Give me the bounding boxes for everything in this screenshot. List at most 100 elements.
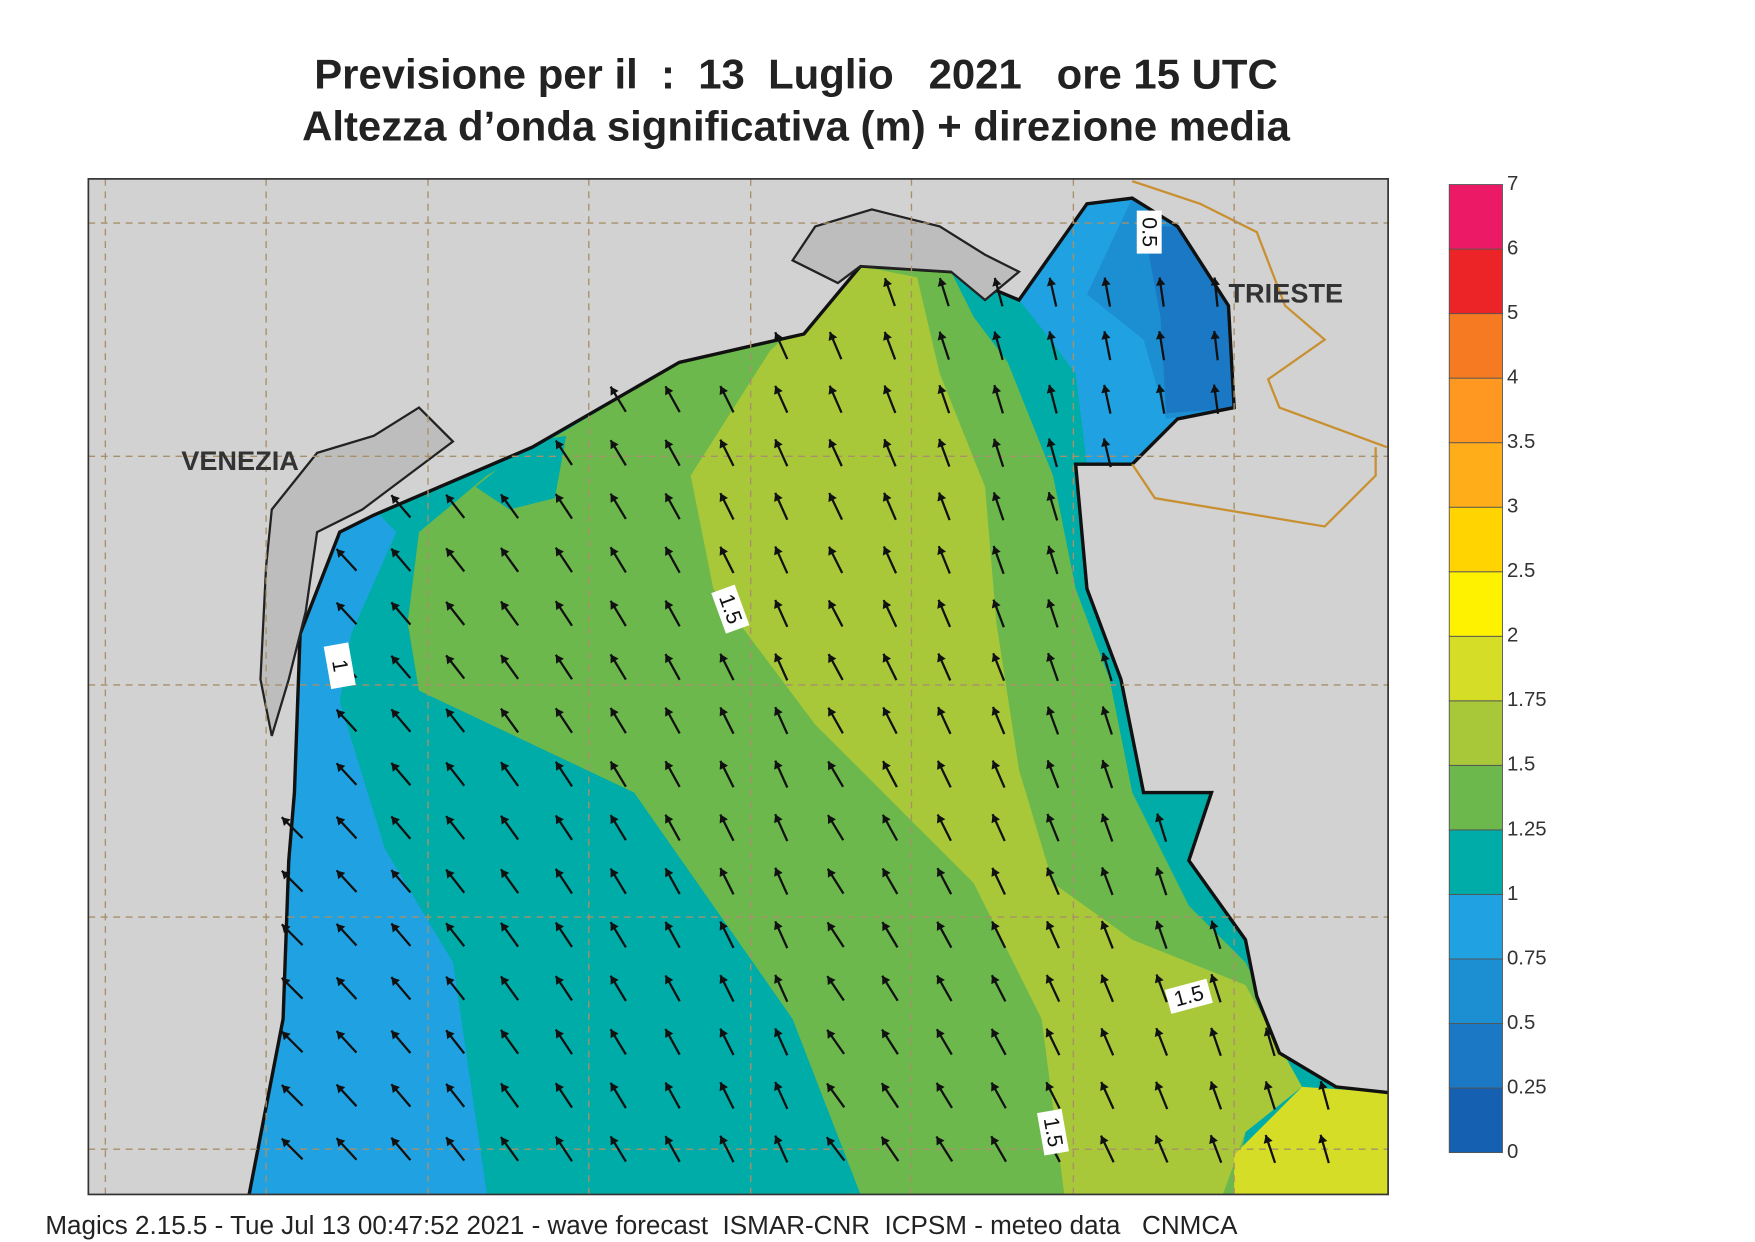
arrow-head (1046, 545, 1056, 555)
arrow-head (882, 975, 891, 985)
legend-label: 0.5 (1507, 1012, 1535, 1034)
arrow-head (1101, 331, 1111, 340)
border (1131, 180, 1388, 528)
arrow-head (610, 440, 619, 450)
arrow-head (610, 547, 619, 557)
arrow-head (1046, 706, 1055, 716)
arrow-head (665, 814, 674, 824)
arrow-head (1100, 921, 1110, 930)
footer: Magics 2.15.5 - Tue Jul 13 00:47:52 2021… (45, 1210, 1238, 1240)
arrow-head (827, 976, 836, 986)
arrow-head (555, 815, 564, 825)
arrow-head (991, 492, 1001, 502)
contour-label-text: 1 (327, 658, 353, 674)
arrow-head (500, 1083, 510, 1093)
arrow-head (555, 1029, 564, 1039)
legend-label: 5 (1507, 302, 1518, 324)
arrow-head (719, 653, 728, 663)
arrow-head (391, 709, 400, 719)
arrow-head (882, 492, 892, 502)
arrow-head (1263, 1027, 1273, 1037)
arrow-head (555, 1083, 564, 1093)
arrow-head (665, 546, 674, 557)
arrow-head (665, 386, 674, 396)
arrow-head (774, 1135, 783, 1145)
arrow-head (882, 814, 891, 824)
arrow-head (774, 653, 783, 663)
arrow-head (1209, 974, 1219, 984)
arrow-head (1045, 867, 1055, 877)
arrow-head (446, 976, 455, 986)
arrow-head (555, 922, 564, 932)
arrow-head (882, 439, 892, 449)
arrow-head (391, 1084, 400, 1094)
arrow-head (774, 332, 783, 342)
arrow-head (281, 1031, 291, 1041)
arrow-head (1209, 920, 1219, 930)
map-area: VENEZIA TRIESTE (87, 178, 1389, 1196)
contour-label: 0.5 (1136, 210, 1162, 254)
legend-label: 0 (1507, 1141, 1518, 1163)
arrow-head (719, 975, 728, 985)
arrow-head (1210, 384, 1220, 393)
arrow-head (991, 1082, 1000, 1092)
legend-label: 7 (1507, 173, 1518, 195)
legend-band (1448, 184, 1503, 250)
legend-label: 2.5 (1507, 560, 1535, 582)
arrow-head (500, 976, 510, 986)
arrow-head (555, 440, 564, 450)
arrow-head (281, 977, 291, 987)
arrow-head (446, 655, 455, 665)
arrow-head (1046, 599, 1056, 609)
arrow-head (719, 707, 728, 717)
legend-band (1448, 313, 1503, 379)
arrow-head (881, 1136, 890, 1146)
arrow-head (1046, 492, 1056, 501)
arrow-head (446, 494, 455, 504)
arrow-head (391, 869, 400, 879)
arrow-head (991, 1028, 1000, 1038)
arrow-head (610, 386, 619, 396)
arrow-head (882, 600, 892, 610)
arrow-head (827, 1029, 836, 1039)
place-label: VENEZIA (181, 445, 299, 476)
arrow-head (828, 761, 837, 771)
arrow-head (991, 546, 1001, 555)
arrow-head (500, 762, 510, 772)
arrow-head (991, 921, 1000, 931)
arrow-head (937, 599, 946, 609)
legend-label: 3 (1507, 496, 1518, 518)
arrow-head (882, 868, 891, 878)
contour-label-bg (711, 584, 750, 634)
arrow-head (774, 867, 783, 877)
legend-band (1448, 442, 1503, 508)
arrow-head (882, 922, 891, 932)
arrow-head (500, 922, 510, 932)
arrow-head (665, 707, 674, 717)
legend-label: 1.5 (1507, 754, 1535, 776)
arrow-head (883, 385, 892, 395)
arrow-head (1046, 277, 1057, 287)
arrow-head (500, 547, 510, 557)
arrow-head (336, 602, 346, 612)
arrow-head (828, 546, 837, 556)
arrow-head (1156, 277, 1166, 286)
arrow-head (937, 385, 947, 395)
arrow-head (610, 654, 619, 664)
arrow-head (281, 870, 291, 880)
arrow-head (936, 868, 946, 878)
arrow-head (610, 493, 619, 503)
arrow-head (1045, 1082, 1055, 1092)
arrow-head (555, 708, 564, 718)
arrow-head (719, 760, 728, 770)
arrow-head (774, 546, 783, 556)
arrow-head (1101, 384, 1111, 394)
arrow-head (774, 439, 783, 449)
arrow-head (1209, 1081, 1219, 1091)
arrow-head (610, 761, 619, 771)
arrow-head (610, 1029, 619, 1039)
arrow-head (1100, 652, 1110, 662)
arrow-head (991, 653, 1001, 663)
legend-label: 1.75 (1507, 689, 1547, 711)
legend-band (1448, 829, 1503, 895)
